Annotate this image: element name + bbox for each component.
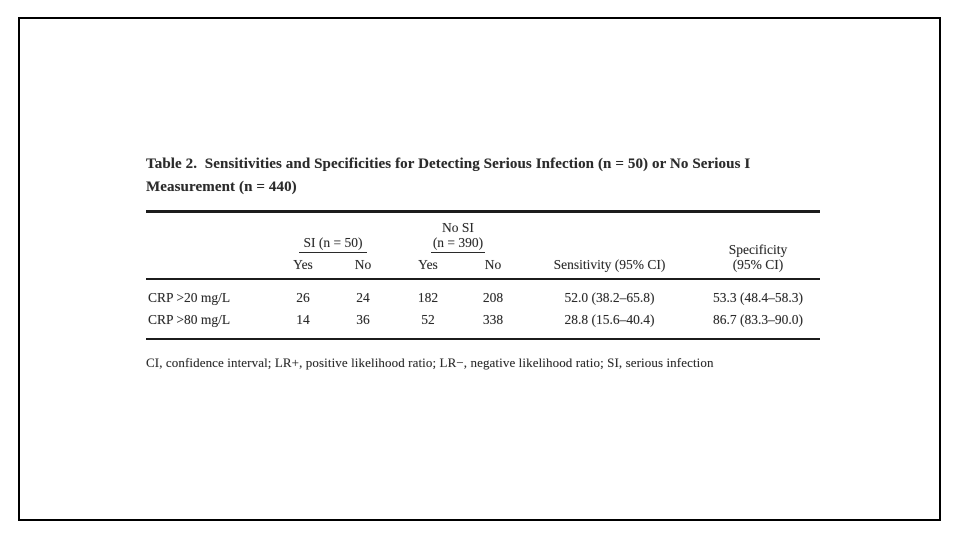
column-group-si-label: SI (n = 50): [298, 235, 368, 253]
column-header-nosi-no: No: [484, 257, 502, 272]
table-row: CRP >20 mg/L 26 24 182 208 52.0 (38.2–65…: [146, 287, 820, 309]
column-header-specificity-line1: Specificity: [728, 242, 788, 257]
cell-si-yes: 14: [296, 312, 310, 327]
table-row: CRP >80 mg/L 14 36 52 338 28.8 (15.6–40.…: [146, 309, 820, 331]
table-footnote: CI, confidence interval; LR+, positive l…: [146, 355, 714, 370]
table-caption: Table 2. Sensitivities and Specificities…: [146, 153, 820, 198]
table-header: SI (n = 50) No SI (n = 390) Specificity …: [146, 210, 820, 280]
column-header-si-no: No: [354, 257, 372, 272]
journal-table-figure: Table 2. Sensitivities and Specificities…: [146, 153, 820, 371]
cell-specificity: 53.3 (48.4–58.3): [713, 290, 803, 305]
column-header-specificity-line2: (95% CI): [732, 257, 784, 272]
cell-si-no: 36: [356, 312, 370, 327]
column-header-sensitivity: Sensitivity (95% CI): [553, 257, 666, 272]
cell-nosi-yes: 182: [417, 290, 439, 305]
column-group-no-si-line2: (n = 390): [432, 235, 484, 250]
column-header-si-yes: Yes: [293, 257, 313, 272]
table-caption-line-1: Table 2. Sensitivities and Specificities…: [146, 156, 751, 172]
column-group-no-si: No SI (n = 390): [430, 220, 486, 253]
cell-nosi-yes: 52: [421, 312, 435, 327]
cell-sensitivity: 28.8 (15.6–40.4): [564, 312, 655, 327]
column-group-no-si-line1: No SI: [442, 220, 474, 235]
column-group-si: SI (n = 50): [298, 235, 368, 253]
column-header-specificity: Specificity (95% CI): [696, 242, 820, 278]
cell-si-no: 24: [356, 290, 370, 305]
cell-sensitivity: 52.0 (38.2–65.8): [564, 290, 655, 305]
column-header-nosi-yes: Yes: [418, 257, 438, 272]
table-caption-line-2: Measurement (n = 440): [146, 178, 297, 195]
cell-nosi-no: 338: [482, 312, 504, 327]
row-label: CRP >20 mg/L: [148, 290, 231, 305]
cell-specificity: 86.7 (83.3–90.0): [713, 312, 803, 327]
cell-si-yes: 26: [296, 290, 310, 305]
slide-border-frame: [18, 17, 941, 521]
column-group-no-si-label: No SI (n = 390): [430, 220, 486, 253]
table-body: CRP >20 mg/L 26 24 182 208 52.0 (38.2–65…: [146, 280, 820, 340]
row-label: CRP >80 mg/L: [148, 312, 231, 327]
cell-nosi-no: 208: [482, 290, 504, 305]
